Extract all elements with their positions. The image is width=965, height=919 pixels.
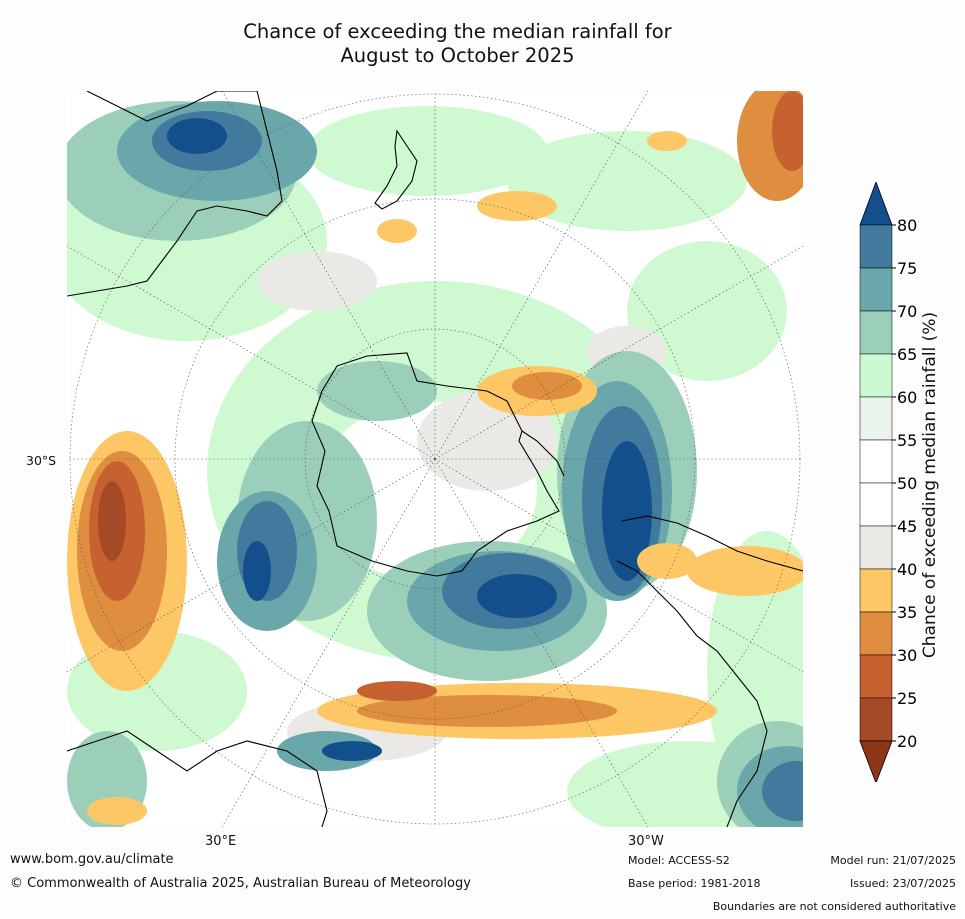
map-canvas — [67, 91, 803, 827]
colorbar-svg: 80 75 70 65 60 55 50 45 40 35 30 25 20 — [859, 180, 917, 785]
colorbar-segment — [859, 267, 893, 312]
colorbar-tick-label: 70 — [897, 302, 917, 321]
colorbar-tick-label: 60 — [897, 388, 917, 407]
map-title: Chance of exceeding the median rainfall … — [0, 20, 965, 68]
new-zealand-coast — [374, 129, 418, 210]
colorbar-tick-label: 25 — [897, 689, 917, 708]
latitude-label-30s: 30°S — [26, 453, 57, 468]
footer-issued: Issued: 23/07/2025 — [849, 877, 956, 890]
australia-coast — [67, 91, 283, 297]
colorbar-tick-label: 75 — [897, 259, 917, 278]
colorbar-tick-label: 65 — [897, 345, 917, 364]
colorbar-tick-label: 45 — [897, 517, 917, 536]
graticule — [67, 91, 803, 827]
south-america-coast-2 — [616, 560, 768, 827]
colorbar-segment — [859, 654, 893, 699]
antarctica-coast — [311, 352, 560, 577]
footer-disclaimer: Boundaries are not considered authoritat… — [712, 900, 956, 913]
colorbar-segment — [859, 697, 893, 742]
rainfall-map — [67, 91, 803, 827]
antarctic-peninsula — [521, 430, 565, 477]
footer-model-run: Model run: 21/07/2025 — [830, 854, 956, 867]
dark-blue-patches — [152, 111, 803, 821]
colorbar-extend-high — [859, 180, 893, 226]
colorbar-segment — [859, 224, 893, 269]
colorbar-tick-label: 80 — [897, 216, 917, 235]
colorbar-segment — [859, 439, 893, 484]
footer-base-period: Base period: 1981-2018 — [628, 877, 761, 890]
dry-patches — [67, 91, 803, 825]
colorbar-title-text: Chance of exceeding median rainfall (%) — [920, 311, 940, 659]
colorbar-segment — [859, 525, 893, 570]
colorbar-tick-label: 40 — [897, 560, 917, 579]
colorbar-tick-label: 55 — [897, 431, 917, 450]
footer-model: Model: ACCESS-S2 — [628, 854, 730, 867]
colorbar-tick-label: 50 — [897, 474, 917, 493]
footer-website: www.bom.gov.au/climate — [10, 852, 174, 867]
title-line-1: Chance of exceeding the median rainfall … — [243, 20, 672, 43]
colorbar: 80 75 70 65 60 55 50 45 40 35 30 25 20 — [855, 180, 955, 785]
longitude-label-30e: 30°E — [205, 834, 237, 849]
colorbar-segment — [859, 310, 893, 355]
colorbar-segment — [859, 396, 893, 441]
colorbar-segment — [859, 482, 893, 527]
colorbar-segment — [859, 353, 893, 398]
colorbar-segment — [859, 611, 893, 656]
colorbar-tick-label: 30 — [897, 646, 917, 665]
colorbar-extend-low — [859, 740, 893, 785]
title-line-2: August to October 2025 — [340, 44, 575, 67]
africa-coast — [67, 730, 328, 827]
longitude-label-30w: 30°W — [628, 834, 664, 849]
colorbar-tick-label: 20 — [897, 732, 917, 751]
colorbar-tick-label: 35 — [897, 603, 917, 622]
colorbar-segment — [859, 568, 893, 613]
south-america-coast — [621, 515, 803, 572]
footer-copyright: © Commonwealth of Australia 2025, Austra… — [10, 876, 471, 891]
coastlines — [67, 91, 803, 827]
